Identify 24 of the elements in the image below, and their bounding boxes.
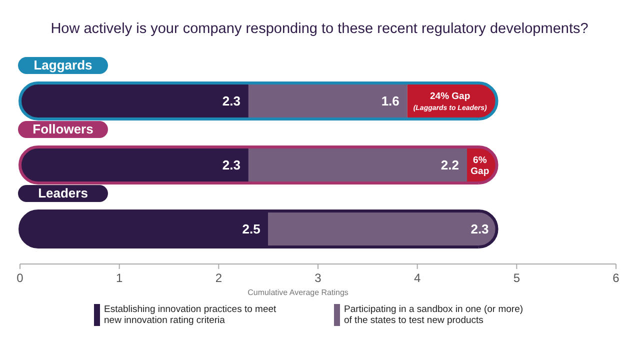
x-tick-label: 2 — [215, 271, 222, 285]
category-badge: Leaders — [18, 185, 108, 202]
data-label: 2.3 — [470, 222, 489, 236]
x-tick-label: 4 — [414, 271, 421, 285]
x-tick-label: 6 — [612, 271, 620, 285]
data-label: 1.6 — [381, 94, 400, 108]
chart-title: How actively is your company responding to these recent regulatory developments? — [50, 21, 588, 37]
x-tick-label: 0 — [16, 271, 24, 285]
data-label: 2.3 — [222, 94, 240, 108]
data-label: 2.5 — [242, 222, 260, 236]
data-label: 2.2 — [440, 158, 459, 172]
category-badge: Laggards — [18, 57, 108, 74]
y-tick-label: Followers — [32, 122, 94, 136]
category-badge: Followers — [18, 121, 108, 138]
y-tick-label: Leaders — [38, 186, 88, 200]
x-tick-label: 5 — [513, 271, 520, 285]
x-axis-title: Cumulative Average Ratings — [248, 288, 348, 297]
x-tick-label: 3 — [314, 271, 322, 285]
annotation: 6% Gap — [470, 155, 490, 177]
x-tick-label: 1 — [116, 271, 123, 285]
data-label: 2.3 — [222, 158, 240, 172]
legend-label: Establishing innovation practices to meet new innovation rating criteria — [104, 304, 277, 326]
legend-label: Participating in a sandbox in one (or more) of the states to test new products — [344, 304, 524, 326]
y-tick-label: Laggards — [34, 58, 92, 72]
